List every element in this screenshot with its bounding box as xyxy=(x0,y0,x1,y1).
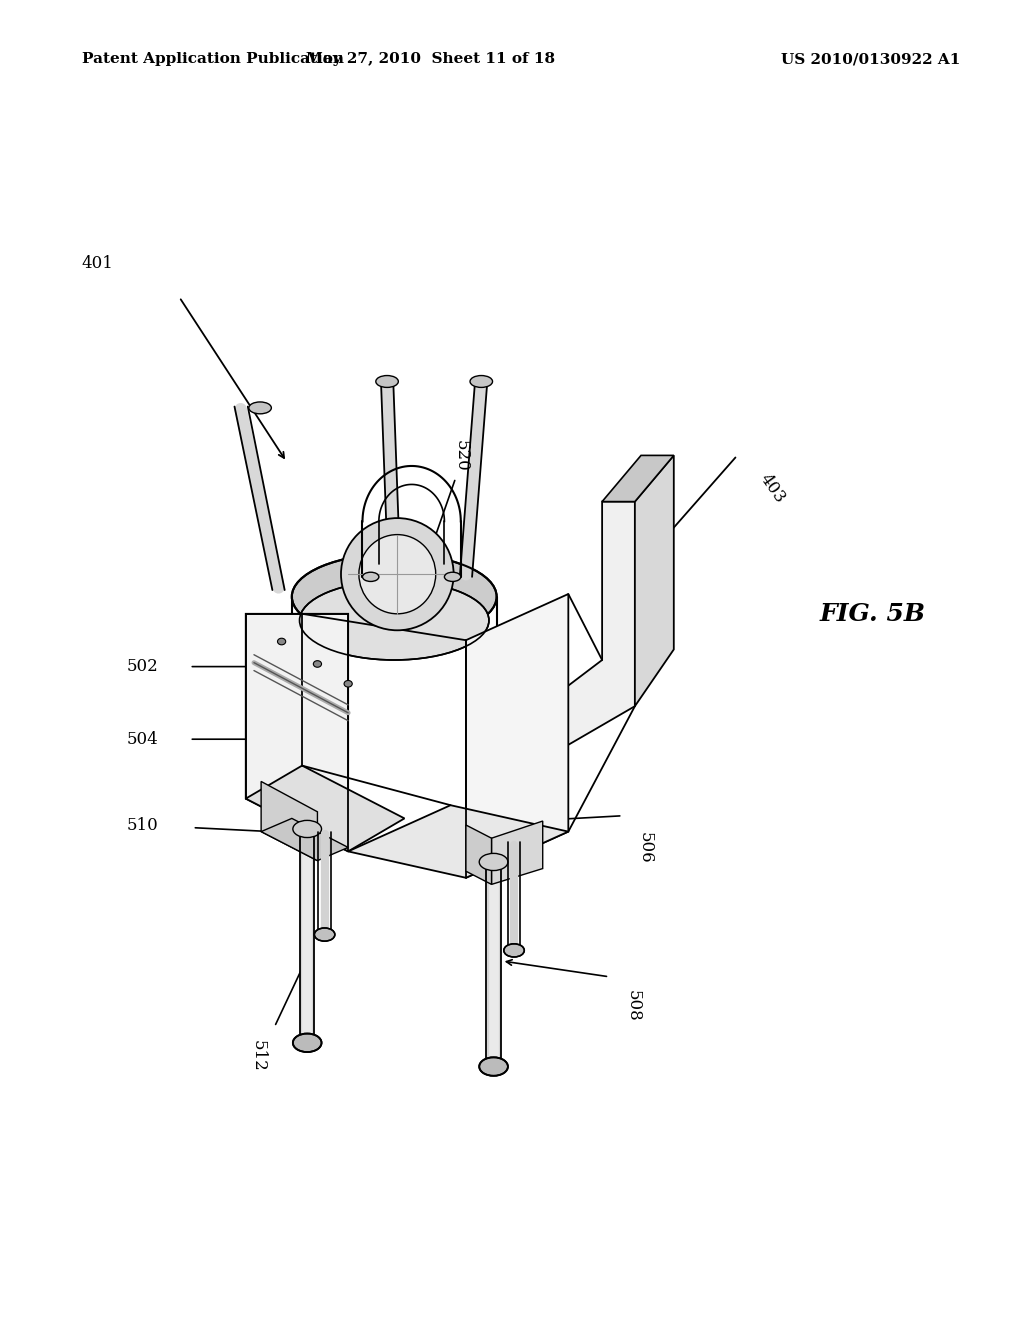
Text: 502: 502 xyxy=(127,659,159,675)
Ellipse shape xyxy=(479,1057,508,1076)
Ellipse shape xyxy=(341,519,454,631)
Polygon shape xyxy=(466,713,532,818)
Ellipse shape xyxy=(299,581,489,660)
Ellipse shape xyxy=(293,820,322,837)
Ellipse shape xyxy=(314,928,335,941)
Polygon shape xyxy=(246,614,348,851)
Ellipse shape xyxy=(470,375,493,388)
Polygon shape xyxy=(261,781,317,861)
Ellipse shape xyxy=(504,944,524,957)
Ellipse shape xyxy=(444,573,461,581)
Polygon shape xyxy=(466,594,568,878)
Polygon shape xyxy=(602,455,674,502)
Ellipse shape xyxy=(362,573,379,581)
Text: US 2010/0130922 A1: US 2010/0130922 A1 xyxy=(780,53,961,66)
Ellipse shape xyxy=(479,854,508,871)
Polygon shape xyxy=(466,825,492,884)
Ellipse shape xyxy=(376,375,398,388)
Text: 520: 520 xyxy=(453,440,469,471)
Ellipse shape xyxy=(293,1034,322,1052)
Polygon shape xyxy=(348,805,568,878)
Text: 512: 512 xyxy=(250,1040,266,1072)
Ellipse shape xyxy=(278,639,286,644)
Text: 401: 401 xyxy=(81,256,114,272)
Ellipse shape xyxy=(313,661,322,668)
Ellipse shape xyxy=(344,681,352,686)
Ellipse shape xyxy=(249,401,271,414)
Polygon shape xyxy=(246,766,404,851)
Polygon shape xyxy=(532,502,635,766)
Text: Patent Application Publication: Patent Application Publication xyxy=(82,53,344,66)
Text: 508: 508 xyxy=(625,990,642,1022)
Polygon shape xyxy=(492,821,543,884)
Polygon shape xyxy=(635,455,674,706)
Ellipse shape xyxy=(359,535,436,614)
Text: 510: 510 xyxy=(127,817,159,833)
Text: May 27, 2010  Sheet 11 of 18: May 27, 2010 Sheet 11 of 18 xyxy=(305,53,555,66)
Polygon shape xyxy=(261,818,348,861)
Text: 504: 504 xyxy=(127,731,159,747)
Text: 506: 506 xyxy=(637,832,654,863)
Text: 403: 403 xyxy=(756,470,787,507)
Ellipse shape xyxy=(292,554,497,639)
Text: FIG. 5B: FIG. 5B xyxy=(819,602,926,626)
